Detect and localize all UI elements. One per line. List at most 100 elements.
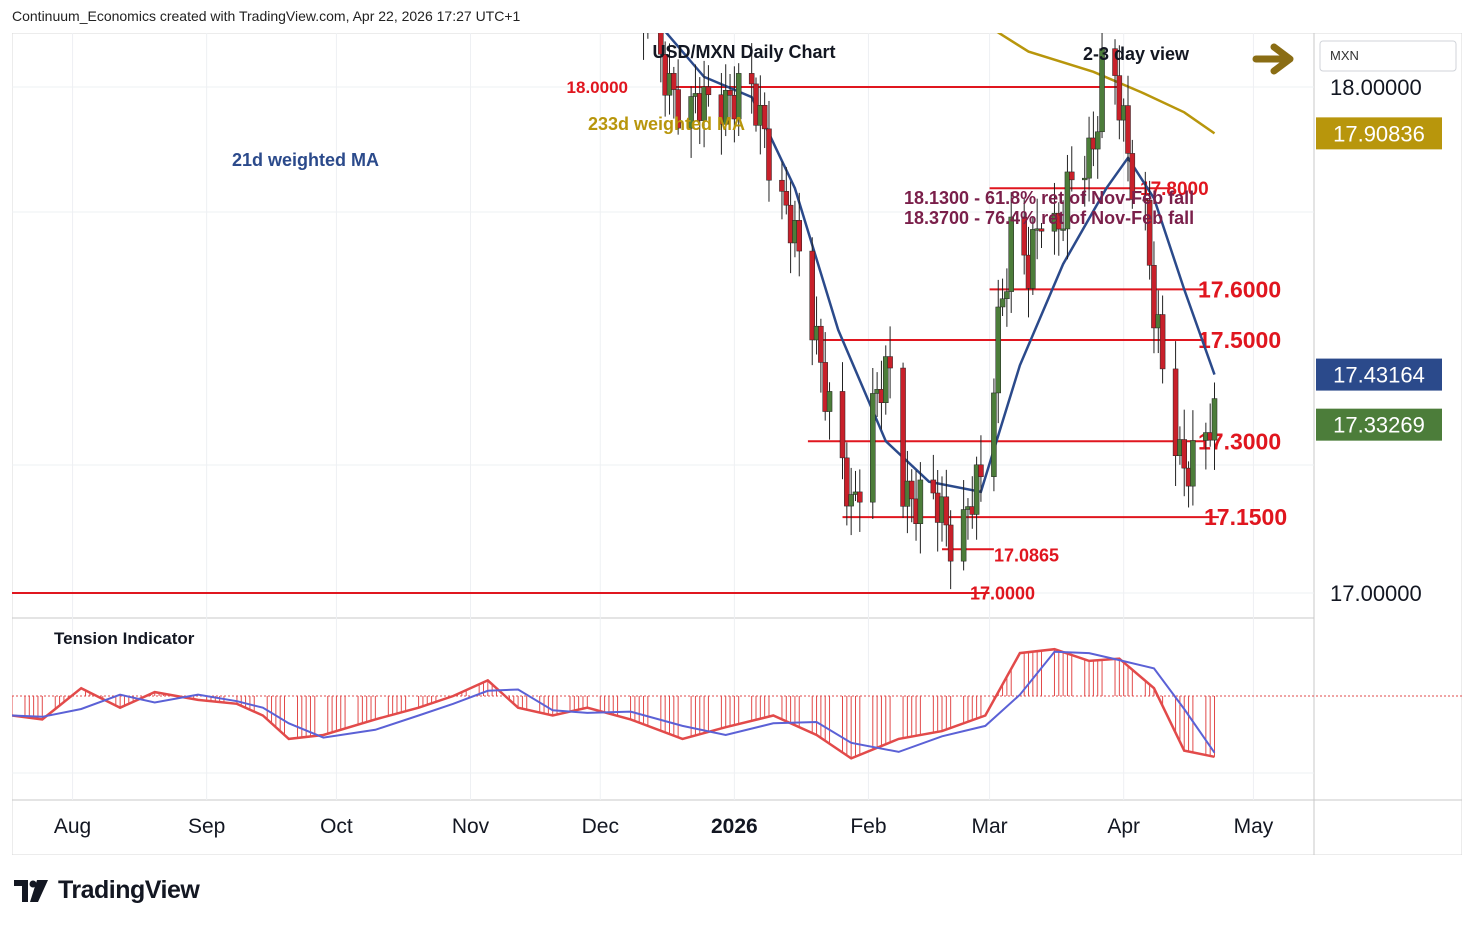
x-tick-label: Aug: [54, 815, 91, 838]
candle-body: [766, 128, 772, 181]
candle-body: [822, 362, 828, 412]
candle-body: [1030, 229, 1036, 289]
candle-body: [848, 494, 854, 507]
level-label-17.6000: 17.6000: [1198, 276, 1281, 302]
price-tag-label: 17.90836: [1333, 121, 1425, 146]
candle-body: [973, 464, 980, 515]
candle-body: [722, 90, 729, 125]
candle-body: [748, 73, 755, 85]
level-label-17.5000: 17.5000: [1198, 327, 1281, 353]
x-tick-label: Apr: [1107, 815, 1140, 838]
candle-body: [1086, 137, 1092, 179]
candle-body: [1064, 171, 1071, 230]
y-tick-label: 17.00000: [1330, 581, 1422, 606]
fib-annotation-1: 18.1300 - 61.8% ret of Nov-Feb fall: [904, 188, 1194, 208]
candle-body: [809, 250, 815, 341]
candle-body: [796, 220, 803, 252]
candle-body: [671, 73, 677, 90]
candle-body: [1099, 48, 1105, 133]
level-label-17.0865: 17.0865: [994, 546, 1059, 566]
candle-body: [1211, 398, 1218, 441]
x-tick-label: 2026: [711, 815, 758, 838]
candle-body: [753, 83, 759, 126]
candle-body: [705, 86, 712, 96]
candle-body: [960, 509, 967, 562]
candle-body: [735, 73, 742, 120]
level-label-18.0000: 18.0000: [567, 78, 628, 97]
candle-body: [1069, 171, 1075, 181]
tradingview-logo-icon: [14, 879, 48, 902]
chart-labels: USD/MXN Daily Chart 2-3 day view 233d we…: [54, 42, 1359, 648]
candle-body: [991, 392, 997, 477]
candle-body: [688, 96, 694, 129]
currency-box: [1319, 40, 1457, 72]
axes: 19.0000018.5000018.0000017.00000AugSepOc…: [54, 40, 1457, 838]
candle-body: [1125, 105, 1131, 154]
ma21-line: [646, 0, 1216, 494]
candle-body: [1056, 212, 1062, 230]
candle-body: [1004, 291, 1010, 300]
candle-body: [995, 306, 1001, 394]
ma233-line: [947, 0, 1216, 135]
x-tick-label: Feb: [850, 815, 886, 838]
candle-body: [1116, 75, 1123, 121]
chart-title: USD/MXN Daily Chart: [652, 42, 835, 62]
tradingview-logo[interactable]: TradingView: [14, 876, 200, 905]
tension-indicator-pane: [11, 647, 1462, 774]
candle-body: [1190, 440, 1196, 487]
x-tick-label: Sep: [188, 815, 225, 838]
candle-body: [839, 391, 846, 459]
candle-body: [1181, 439, 1187, 469]
candle-body: [1008, 216, 1014, 292]
x-tick-label: Oct: [320, 815, 353, 838]
ma233-label: 233d weighted MA: [588, 114, 745, 134]
candle-body: [999, 298, 1006, 308]
candle-body: [1021, 216, 1027, 256]
tension-fast-line: [11, 647, 1215, 760]
tradingview-brand-text: TradingView: [58, 876, 200, 904]
candle-body: [1146, 199, 1153, 266]
view-label: 2-3 day view: [1083, 44, 1190, 64]
candle-body: [857, 491, 863, 503]
candle-body: [930, 479, 937, 494]
ma21-label: 21d weighted MA: [232, 150, 379, 170]
grid: [11, 32, 1463, 856]
candle-body: [727, 90, 733, 96]
x-tick-label: Dec: [582, 815, 619, 838]
candle-body: [675, 89, 681, 129]
candle-body: [818, 325, 824, 363]
candle-body: [844, 457, 850, 507]
price-tag: [1316, 358, 1442, 391]
currency-label: MXN: [1330, 48, 1359, 63]
candle-body: [870, 393, 876, 503]
candle-body: [947, 524, 954, 562]
level-label-17.1500: 17.1500: [1204, 504, 1287, 530]
candle-body: [883, 356, 889, 403]
candle-body: [908, 480, 915, 500]
candle-body: [917, 479, 924, 524]
candle-body: [783, 191, 790, 206]
usdmxn-chart[interactable]: 18.130018.000017.800017.600017.500017.30…: [11, 0, 1463, 856]
x-tick-label: Mar: [971, 815, 1007, 838]
price-tag-label: 17.43164: [1333, 363, 1425, 388]
candle-body: [943, 496, 950, 526]
candle-body: [1038, 228, 1045, 232]
candle-body: [1094, 131, 1101, 150]
candle-body: [1172, 368, 1179, 457]
candle-body: [900, 367, 906, 507]
candle-body: [779, 179, 785, 192]
candle-body: [1112, 48, 1118, 76]
candle-body: [701, 86, 707, 121]
candle-body: [1081, 177, 1088, 181]
moving-averages: [646, 0, 1216, 494]
price-tag: [1316, 117, 1442, 150]
chart-credit: Continuum_Economics created with Trading…: [12, 8, 521, 24]
candle-body: [761, 105, 768, 130]
price-tag: [1316, 408, 1442, 441]
chart-frame[interactable]: 18.130018.000017.800017.600017.500017.30…: [11, 0, 1463, 856]
level-label-17.0000: 17.0000: [970, 583, 1035, 603]
candle-body: [978, 464, 984, 477]
candle-body: [1151, 265, 1157, 329]
fib-annotation-2: 18.3700 - 76.4% ret of Nov-Feb fall: [904, 208, 1194, 228]
candle-body: [1129, 153, 1136, 200]
